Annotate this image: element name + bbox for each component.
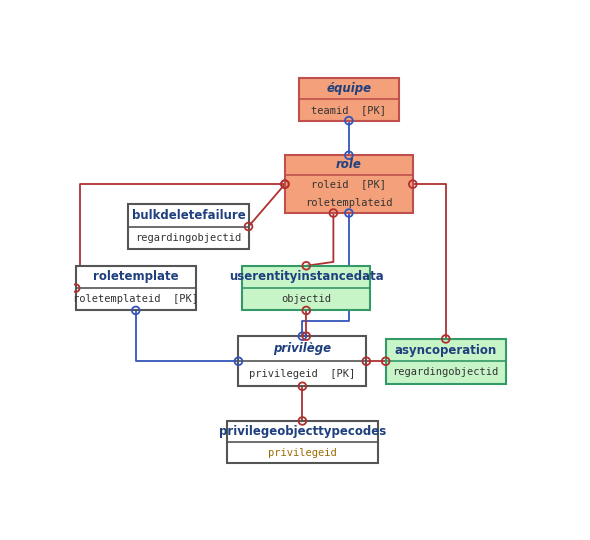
- Text: privilegeid  [PK]: privilegeid [PK]: [249, 369, 356, 379]
- Text: roletemplateid: roletemplateid: [305, 198, 392, 208]
- Text: regardingobjectid: regardingobjectid: [135, 233, 241, 242]
- Text: teamid  [PK]: teamid [PK]: [312, 105, 386, 115]
- Text: équipe: équipe: [326, 83, 372, 96]
- FancyBboxPatch shape: [299, 78, 399, 120]
- Text: objectid: objectid: [281, 294, 331, 304]
- Text: roletemplate: roletemplate: [93, 271, 179, 284]
- FancyBboxPatch shape: [227, 421, 378, 463]
- Text: asyncoperation: asyncoperation: [395, 343, 497, 356]
- Text: bulkdeletefailure: bulkdeletefailure: [132, 209, 245, 222]
- FancyBboxPatch shape: [238, 336, 366, 386]
- FancyBboxPatch shape: [242, 266, 370, 310]
- Text: role: role: [336, 158, 362, 171]
- FancyBboxPatch shape: [76, 266, 196, 310]
- Text: roleid  [PK]: roleid [PK]: [312, 179, 386, 189]
- FancyBboxPatch shape: [129, 204, 248, 249]
- FancyBboxPatch shape: [386, 339, 506, 383]
- Text: roletemplateid  [PK]: roletemplateid [PK]: [73, 294, 198, 304]
- Text: privilegeid: privilegeid: [268, 448, 337, 458]
- Text: regardingobjectid: regardingobjectid: [392, 367, 499, 377]
- FancyBboxPatch shape: [285, 156, 413, 213]
- Text: userentityinstancedata: userentityinstancedata: [229, 271, 384, 284]
- Text: privilegeobjecttypecodes: privilegeobjecttypecodes: [219, 425, 386, 438]
- Text: privilège: privilège: [273, 342, 332, 355]
